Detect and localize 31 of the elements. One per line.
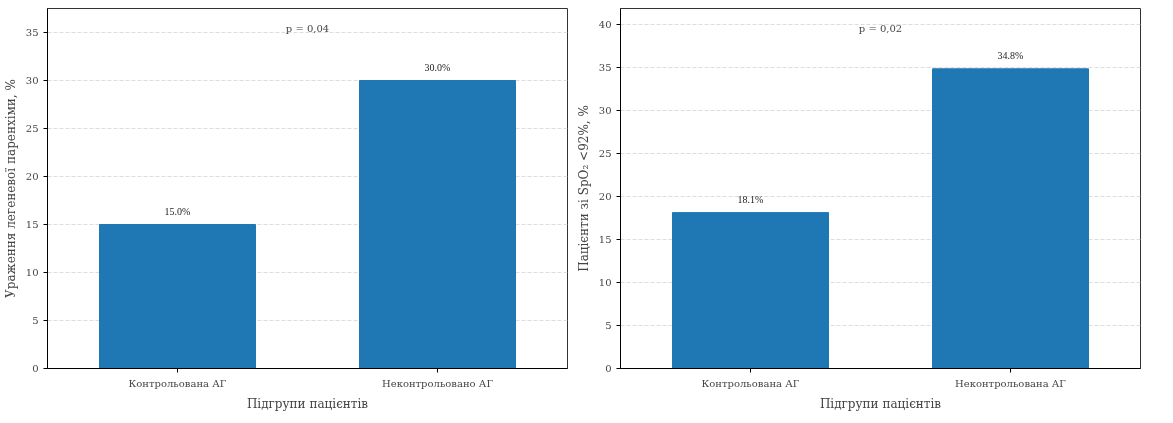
y-tick-label: 0 — [32, 363, 39, 374]
y-tick-label: 5 — [32, 315, 39, 326]
data-label: 30.0% — [424, 61, 451, 73]
y-axis-title: Пацієнти зі SpO₂ <92%, % — [576, 105, 591, 272]
y-tick-label: 15 — [25, 219, 39, 230]
data-label: 18.1% — [737, 193, 764, 205]
y-tick-label: 10 — [25, 267, 39, 278]
x-tick-label: Неконтрольована АГ — [955, 377, 1067, 389]
annotation: p = 0,02 — [858, 22, 903, 34]
y-tick-label: 25 — [25, 123, 39, 134]
x-axis-title: Підгрупи пацієнтів — [819, 396, 942, 411]
y-tick-label: 20 — [598, 190, 612, 202]
y-tick-label: 15 — [598, 233, 612, 245]
y-tick-label: 10 — [598, 276, 612, 288]
x-tick-label: Контрольована АГ — [128, 377, 227, 389]
y-tick-label: 5 — [605, 319, 612, 331]
annotation: p = 0,04 — [285, 22, 330, 34]
x-tick-label: Неконтрольовано АГ — [382, 377, 494, 389]
x-axis-title: Підгрупи пацієнтів — [246, 396, 369, 411]
y-tick-label: 30 — [25, 75, 39, 86]
y-tick-label: 0 — [605, 363, 612, 374]
data-label: 15.0% — [164, 205, 191, 217]
y-tick-label: 35 — [25, 27, 39, 38]
y-tick-label: 35 — [598, 61, 612, 73]
y-tick-label: 30 — [598, 104, 612, 116]
y-tick-label: 20 — [25, 171, 39, 182]
x-tick-label: Контрольована АГ — [701, 377, 800, 389]
y-tick-label: 40 — [598, 18, 612, 30]
data-label: 34.8% — [997, 49, 1024, 61]
y-tick-label: 25 — [598, 147, 612, 159]
y-axis-title: Ураження легеневої паренхіми, % — [3, 79, 18, 298]
